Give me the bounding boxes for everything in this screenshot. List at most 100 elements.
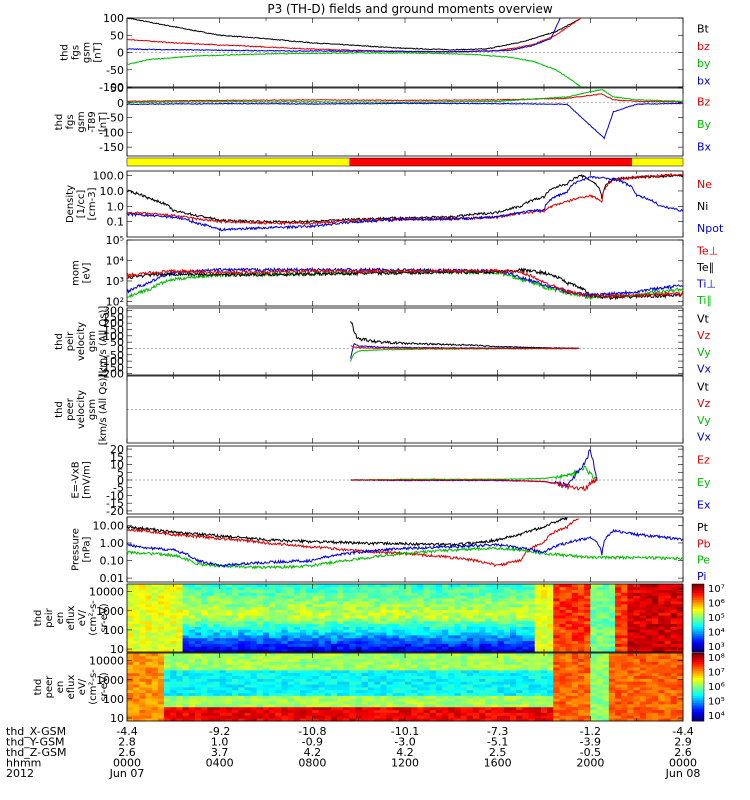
spectrogram-cell (590, 664, 597, 668)
spectrogram-cell (398, 643, 406, 647)
spectrogram-cell (151, 687, 159, 691)
spectrogram-cell (318, 584, 326, 588)
spectrogram-cell (139, 675, 146, 679)
footer-value: -1.2 (580, 725, 601, 738)
spectrogram-cell (392, 664, 400, 668)
spectrogram-cell (652, 623, 659, 627)
spectrogram-cell (645, 667, 653, 671)
spectrogram-cell (281, 684, 289, 688)
series-line-Bt (126, 17, 580, 51)
spectrogram-cell (596, 672, 604, 677)
spectrogram-cell (559, 595, 567, 599)
spectrogram-cell (411, 692, 418, 696)
spectrogram-cell (293, 601, 301, 605)
spectrogram-cell (466, 649, 474, 653)
spectrogram-cell (454, 609, 461, 613)
spectrogram-cell (318, 623, 326, 627)
spectrogram-cell (380, 675, 387, 679)
spectrogram-cell (127, 684, 134, 688)
spectrogram-cell (293, 637, 301, 642)
spectrogram-cell (330, 692, 338, 696)
spectrogram-cell (312, 620, 319, 625)
spectrogram-cell (213, 672, 221, 677)
spectrogram-cell (466, 612, 474, 616)
spectrogram-cell (157, 670, 165, 674)
spectrogram-cell (565, 632, 573, 636)
spectrogram-cell (133, 637, 140, 642)
spectrogram-cell (219, 712, 227, 716)
spectrogram-cell (584, 712, 591, 716)
spectrogram-cell (151, 655, 159, 660)
spectrogram-cell (386, 637, 394, 642)
spectrogram-cell (565, 629, 573, 633)
spectrogram-cell (170, 678, 177, 682)
spectrogram-cell (423, 681, 431, 685)
spectrogram-cell (540, 681, 548, 685)
spectrogram-cell (664, 692, 672, 696)
spectrogram-cell (170, 672, 177, 677)
spectrogram-cell (337, 643, 344, 647)
spectrogram-cell (225, 620, 233, 625)
colorbar-step (692, 604, 704, 608)
spectrogram-cell (127, 626, 134, 630)
spectrogram-cell (479, 603, 486, 608)
spectrogram-cell (194, 623, 202, 627)
spectrogram-cell (454, 701, 461, 705)
spectrogram-cell (380, 609, 387, 613)
footer-value: -4.4 (672, 725, 693, 738)
spectrogram-cell (213, 601, 221, 605)
spectrogram-cell (664, 637, 672, 642)
spectrogram-cell (608, 595, 616, 599)
spectrogram-cell (479, 687, 486, 691)
spectrogram-cell (337, 637, 344, 642)
spectrogram-cell (262, 635, 270, 639)
spectrogram-cell (522, 658, 529, 662)
spectrogram-cell (256, 620, 264, 625)
spectrogram-cell (324, 706, 332, 711)
spectrogram-cell (676, 664, 684, 668)
spectrogram-cell (176, 615, 183, 619)
spectrogram-cell (534, 709, 542, 713)
spectrogram-cell (324, 695, 332, 699)
spectrogram-cell (405, 592, 412, 596)
spectrogram-cell (361, 706, 369, 711)
spectrogram-cell (374, 664, 381, 668)
spectrogram-cell (633, 618, 641, 622)
spectrogram-cell (133, 618, 140, 622)
spectrogram-cell (201, 612, 208, 616)
spectrogram-cell (472, 646, 480, 650)
spectrogram-cell (213, 653, 221, 657)
spectrogram-cell (528, 612, 536, 616)
spectrogram-cell (398, 640, 406, 644)
spectrogram-cell (145, 626, 153, 630)
spectrogram-cell (256, 589, 264, 593)
spectrogram-cell (590, 661, 597, 665)
spectrogram-cell (318, 635, 326, 639)
spectrogram-cell (584, 632, 591, 636)
spectrogram-cell (374, 653, 381, 657)
spectrogram-cell (194, 592, 202, 596)
spectrogram-cell (652, 667, 659, 671)
spectrogram-cell (627, 689, 634, 694)
spectrogram-cell (287, 653, 295, 657)
spectrogram-cell (374, 681, 381, 685)
spectrogram-cell (658, 584, 665, 588)
spectrogram-cell (584, 626, 591, 630)
spectrogram-cell (491, 704, 499, 708)
spectrogram-cell (127, 661, 134, 665)
spectrogram-cell (491, 632, 499, 636)
spectrogram-cell (664, 684, 672, 688)
spectrogram-cell (485, 640, 492, 644)
spectrogram-cell (324, 632, 332, 636)
spectrogram-cell (639, 684, 647, 688)
spectrogram-cell (565, 715, 573, 719)
spectrogram-cell (287, 606, 295, 610)
spectrogram-cell (219, 704, 227, 708)
spectrogram-cell (522, 695, 529, 699)
spectrogram-cell (621, 681, 628, 685)
spectrogram-cell (639, 618, 647, 622)
spectrogram-cell (312, 678, 319, 682)
spectrogram-cell (250, 646, 258, 650)
spectrogram-cell (479, 706, 486, 711)
